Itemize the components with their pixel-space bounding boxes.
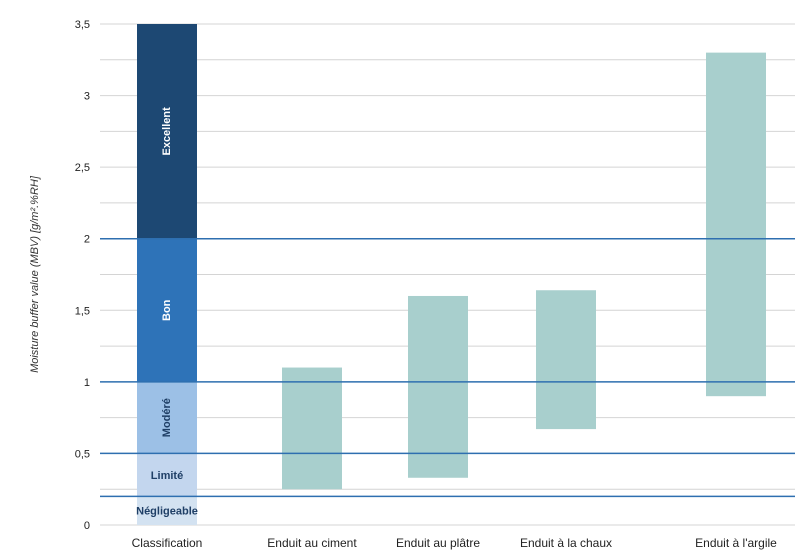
range-bars [282, 52, 766, 490]
y-axis: 0 0,5 1 1,5 2 2,5 3 3,5 [75, 19, 90, 532]
classification-band-label: Excellent [161, 107, 173, 156]
classification-band [137, 381, 197, 454]
y-tick-label: 3,5 [75, 19, 90, 31]
classification-band [137, 24, 197, 239]
y-tick-label: 0,5 [75, 448, 90, 460]
range-bar [408, 295, 468, 478]
range-bar [706, 52, 766, 397]
classification-band [137, 238, 197, 382]
y-tick-label: 3 [84, 91, 90, 103]
y-axis-label: Moisture buffer value (MBV) [g/m².%RH] [29, 175, 41, 373]
x-category-label: Classification [132, 536, 203, 550]
classification-band-label: Modéré [161, 398, 173, 437]
y-tick-label: 2,5 [75, 162, 90, 174]
classification-band [137, 453, 197, 497]
x-category-label: Enduit à la chaux [520, 536, 612, 550]
classification-band-label: Limité [151, 470, 183, 482]
range-bar [536, 290, 596, 430]
x-axis: Classification Enduit au ciment Enduit au … [132, 536, 778, 550]
y-tick-label: 1,5 [75, 305, 90, 317]
x-category-label: Enduit au plâtre [396, 536, 480, 550]
classification-band [137, 496, 197, 525]
x-category-label: Enduit à l'argile [695, 536, 777, 550]
classification-bar: Négligeable Limité Modéré Bon Excellent [136, 24, 198, 525]
x-category-label: Enduit au ciment [267, 536, 357, 550]
range-bar [282, 367, 342, 490]
y-tick-label: 0 [84, 520, 90, 532]
classification-band-label: Négligeable [136, 506, 198, 518]
y-tick-label: 2 [84, 234, 90, 246]
threshold-lines [100, 237, 795, 498]
classification-band-label: Bon [161, 299, 173, 321]
y-tick-label: 1 [84, 377, 90, 389]
